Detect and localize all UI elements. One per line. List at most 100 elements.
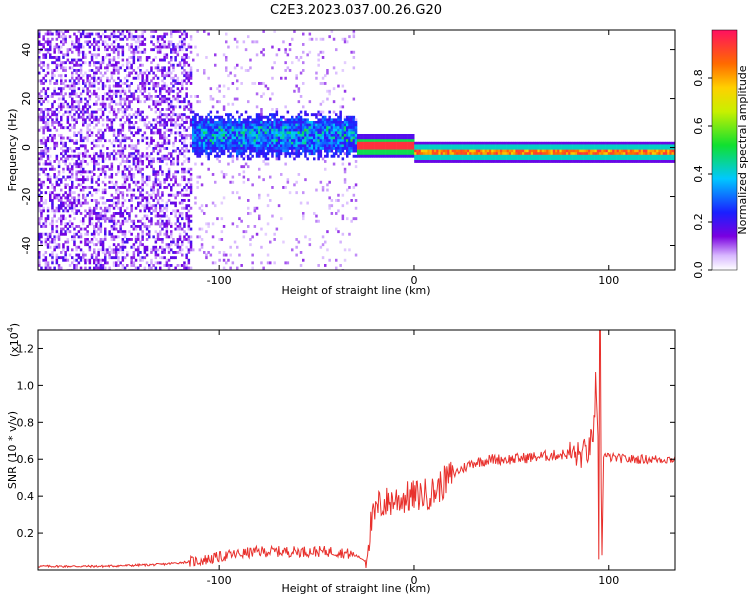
- heatmap-cell-2872: [187, 235, 191, 239]
- heatmap-cell-2636: [176, 63, 180, 67]
- heatmap-cell-3063: [205, 222, 208, 226]
- heatmap-cell-1171: [97, 167, 100, 171]
- heatmap-cell-2534: [170, 128, 173, 132]
- heatmap-cell-4740: [416, 141, 419, 145]
- heatmap-cell-881: [82, 178, 85, 182]
- heatmap-cell-3821: [284, 139, 287, 143]
- heatmap-cell-510: [64, 61, 67, 65]
- heatmap-cell-4029: [306, 136, 309, 140]
- heatmap-cell-2367: [161, 191, 164, 195]
- heatmap-cell-2074: [145, 123, 149, 127]
- heatmap-cell-4403: [346, 134, 349, 137]
- heatmap-cell-4358: [341, 139, 345, 143]
- heatmap-cell-2815: [185, 121, 188, 124]
- heatmap-cell-4038: [308, 37, 312, 41]
- heatmap-cell-2776: [183, 136, 186, 140]
- heatmap-cell-1601: [119, 225, 122, 228]
- heatmap-cell-633: [71, 89, 74, 93]
- heatmap-cell-3062: [205, 204, 208, 208]
- heatmap-cell-797: [77, 225, 81, 228]
- heatmap-cell-3836: [286, 123, 290, 127]
- heatmap-cell-1499: [115, 136, 118, 140]
- heatmap-cell-3293: [229, 141, 232, 145]
- heatmap-cell-4181: [324, 115, 327, 119]
- heatmap-cell-970: [86, 230, 89, 234]
- heatmap-cell-1162: [97, 121, 100, 124]
- heatmap-cell-2412: [163, 157, 166, 161]
- heatmap-cell-4719: [409, 147, 413, 150]
- heatmap-cell-2217: [154, 123, 158, 127]
- heatmap-cell-2305: [159, 113, 162, 117]
- heatmap-cell-24: [38, 160, 41, 163]
- heatmap-cell-451: [60, 201, 63, 205]
- heatmap-cells: [38, 30, 675, 270]
- heatmap-cell-2358: [161, 134, 164, 137]
- heatmap-cell-719: [75, 58, 78, 62]
- heatmap-cell-1881: [134, 154, 138, 158]
- heatmap-cell-3171: [218, 100, 221, 104]
- heatmap-cell-1720: [126, 154, 129, 158]
- heatmap-cell-2067: [145, 74, 149, 78]
- heatmap-cell-3309: [231, 128, 235, 132]
- heatmap-cell-4631: [387, 152, 391, 156]
- heatmap-cell-4425: [348, 139, 351, 143]
- heatmap-cell-2445: [165, 154, 169, 158]
- heatmap-cell-3640: [264, 144, 268, 148]
- heatmap-cell-2810: [185, 92, 188, 96]
- heatmap-cell-3235: [222, 253, 226, 257]
- heatmap-cell-2609: [174, 131, 177, 135]
- heatmap-cell-4426: [348, 141, 351, 145]
- heatmap-cell-2154: [150, 188, 153, 192]
- heatmap-cell-4681: [401, 141, 404, 145]
- heatmap-cell-2629: [174, 266, 177, 270]
- heatmap-cell-4542: [365, 154, 369, 158]
- heatmap-cell-4497: [354, 253, 358, 257]
- heatmap-cell-4402: [346, 131, 349, 135]
- heatmap-cell-4817: [436, 154, 439, 158]
- heatmap-cell-4004: [304, 121, 307, 124]
- heatmap-cell-1856: [132, 243, 136, 247]
- heatmap-cell-1239: [101, 95, 105, 98]
- heatmap-cell-1865: [134, 35, 138, 39]
- heatmap-cell-3680: [269, 139, 272, 143]
- heatmap-cell-916: [84, 152, 87, 156]
- heatmap-cell-4520: [361, 144, 364, 148]
- heatmap-cell-3098: [209, 128, 213, 132]
- heatmap-cell-3174: [218, 121, 221, 124]
- heatmap-cell-3059: [205, 149, 208, 153]
- heatmap-cell-3172: [218, 115, 221, 119]
- heatmap-cell-2471: [167, 45, 171, 49]
- heatmap-cell-4791: [429, 149, 433, 153]
- heatmap-cell-3448: [244, 154, 248, 158]
- heatmap-cell-3264: [227, 113, 230, 117]
- heatmap-cell-4208: [326, 128, 329, 132]
- heatmap-cell-931: [84, 243, 87, 247]
- heatmap-cell-3351: [236, 121, 239, 124]
- heatmap-cell-52: [40, 66, 43, 70]
- heatmap-cell-1977: [139, 240, 142, 244]
- heatmap-cell-3588: [260, 115, 263, 119]
- heatmap-cell-134: [44, 79, 48, 83]
- heatmap-cell-3685: [269, 175, 272, 179]
- heatmap-cell-315: [53, 147, 56, 150]
- heatmap-cell-2878: [187, 261, 191, 265]
- heatmap-cell-3823: [284, 144, 287, 148]
- heatmap-cell-4222: [326, 248, 329, 252]
- heatmap-cell-2998: [198, 154, 202, 158]
- heatmap-cell-512: [64, 69, 67, 72]
- heatmap-cell-126: [42, 258, 45, 262]
- heatmap-cell-2573: [172, 110, 175, 114]
- heatmap-cell-22: [38, 152, 41, 156]
- heatmap-cell-2520: [170, 63, 173, 67]
- heatmap-cell-4778: [425, 157, 428, 161]
- heatmap-cell-4881: [453, 154, 457, 158]
- heatmap-cell-2140: [150, 97, 153, 101]
- heatmap-cell-2571: [172, 105, 175, 109]
- heatmap-cell-2096: [145, 232, 149, 236]
- heatmap-cell-3040: [203, 144, 206, 148]
- heatmap-cell-4301: [335, 199, 338, 202]
- heatmap-cell-1295: [104, 173, 107, 176]
- heatmap-cell-3210: [220, 238, 224, 241]
- heatmap-cell-2198: [152, 209, 155, 213]
- heatmap-cell-4882: [453, 157, 457, 161]
